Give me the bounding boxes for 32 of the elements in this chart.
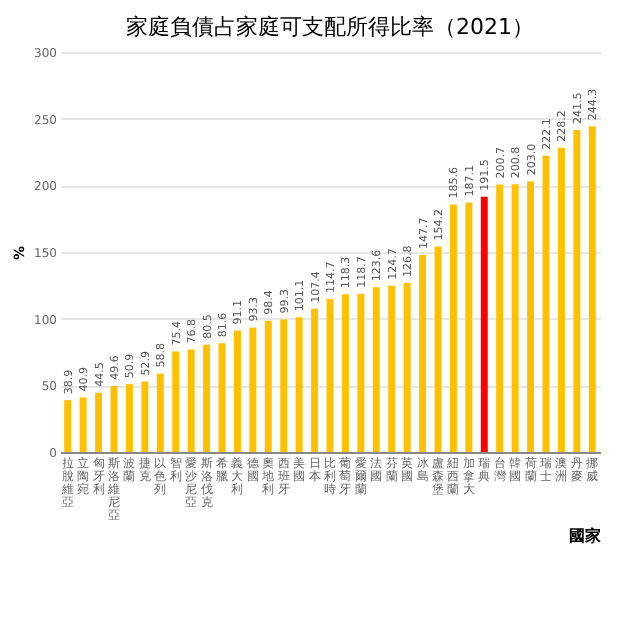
bar <box>573 130 581 452</box>
bar <box>388 285 396 452</box>
bar <box>449 204 457 452</box>
chart-title: 家庭負債占家庭可支配所得比率（2021） <box>126 14 534 40</box>
bar <box>233 330 241 452</box>
bar <box>187 349 195 452</box>
bar <box>203 344 211 452</box>
bar <box>311 308 319 452</box>
bar <box>125 384 133 452</box>
bar <box>588 126 596 452</box>
bar <box>141 381 149 452</box>
bar <box>341 294 349 452</box>
bar <box>403 282 411 452</box>
bar <box>172 351 180 452</box>
bar <box>527 181 535 452</box>
bar <box>156 373 164 452</box>
bar <box>357 293 365 452</box>
bar <box>480 196 488 452</box>
bar <box>280 319 288 452</box>
bar <box>95 392 103 452</box>
bar <box>64 400 72 452</box>
bar <box>264 320 272 452</box>
bar <box>557 147 565 452</box>
bar <box>419 255 427 452</box>
bar <box>79 397 87 452</box>
bar <box>372 287 380 452</box>
bar <box>511 184 519 452</box>
bar <box>295 317 303 452</box>
bar <box>465 202 473 452</box>
bar <box>249 327 257 452</box>
bar <box>496 184 504 452</box>
x-axis-title: 國家 <box>569 525 601 545</box>
